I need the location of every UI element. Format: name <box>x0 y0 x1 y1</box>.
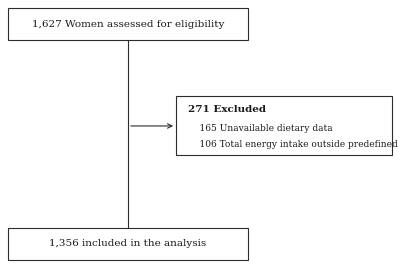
Bar <box>176 96 392 155</box>
Text: 271 Excluded: 271 Excluded <box>188 105 266 114</box>
Text: 106 Total energy intake outside predefined limits: 106 Total energy intake outside predefin… <box>188 140 400 149</box>
Text: 165 Unavailable dietary data: 165 Unavailable dietary data <box>188 124 333 133</box>
Bar <box>8 228 248 260</box>
Text: 1,356 included in the analysis: 1,356 included in the analysis <box>49 239 207 248</box>
Text: 1,627 Women assessed for eligibility: 1,627 Women assessed for eligibility <box>32 20 224 29</box>
Bar <box>8 8 248 40</box>
